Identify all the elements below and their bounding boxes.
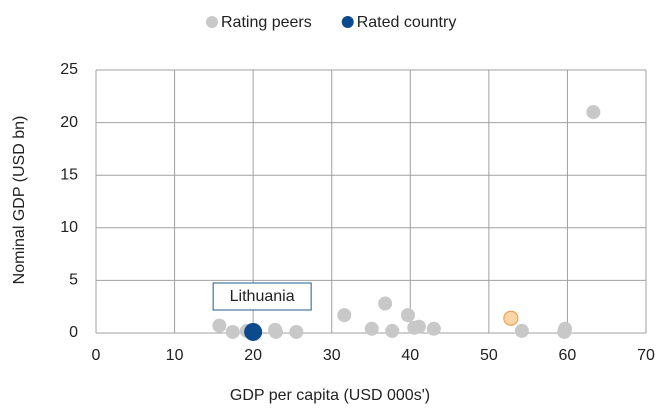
data-point xyxy=(268,324,283,339)
y-tick-label: 10 xyxy=(60,219,78,236)
data-point xyxy=(514,323,529,338)
data-point xyxy=(244,322,263,341)
y-axis-label: Nominal GDP (USD bn) xyxy=(11,116,28,285)
data-point xyxy=(289,324,304,339)
data-point xyxy=(225,324,240,339)
y-tick-label: 25 xyxy=(60,61,78,78)
data-point xyxy=(426,321,441,336)
x-tick-label: 10 xyxy=(166,347,184,364)
data-point xyxy=(503,310,519,326)
data-point xyxy=(378,296,393,311)
annotation: Lithuania xyxy=(230,288,295,305)
data-point xyxy=(337,308,352,323)
x-tick-label: 60 xyxy=(559,347,577,364)
x-tick-label: 0 xyxy=(92,347,101,364)
x-tick-label: 30 xyxy=(323,347,341,364)
data-point xyxy=(364,321,379,336)
legend-label: Rating peers xyxy=(221,14,312,31)
legend-marker xyxy=(341,16,354,28)
legend-marker xyxy=(206,16,218,28)
data-point xyxy=(385,323,400,338)
y-tick-label: 5 xyxy=(69,272,78,289)
y-tick-label: 20 xyxy=(60,114,78,131)
data-point xyxy=(557,324,572,339)
x-tick-label: 70 xyxy=(637,347,655,364)
y-tick-label: 0 xyxy=(69,324,78,341)
legend-label: Rated country xyxy=(357,14,457,31)
x-tick-label: 20 xyxy=(244,347,262,364)
x-tick-label: 40 xyxy=(401,347,419,364)
annotation-box xyxy=(212,282,312,311)
data-point xyxy=(400,308,415,323)
x-tick-label: 50 xyxy=(480,347,498,364)
data-point xyxy=(411,319,426,334)
x-axis-label: GDP per capita (USD 000s') xyxy=(230,387,430,404)
y-tick-label: 15 xyxy=(60,166,78,183)
data-point xyxy=(212,318,227,333)
data-point xyxy=(586,105,601,120)
